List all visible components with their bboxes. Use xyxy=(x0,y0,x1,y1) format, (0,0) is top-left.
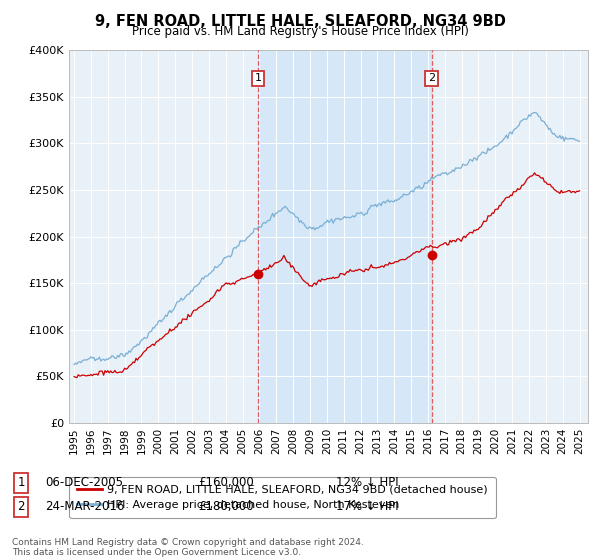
Text: 2: 2 xyxy=(17,500,25,514)
Text: 12% ↓ HPI: 12% ↓ HPI xyxy=(336,476,398,489)
Text: 2: 2 xyxy=(428,73,436,83)
Bar xyxy=(258,50,432,423)
Text: 1: 1 xyxy=(17,476,25,489)
Text: 24-MAR-2016: 24-MAR-2016 xyxy=(45,500,124,514)
Legend: 9, FEN ROAD, LITTLE HALE, SLEAFORD, NG34 9BD (detached house), HPI: Average pric: 9, FEN ROAD, LITTLE HALE, SLEAFORD, NG34… xyxy=(70,477,496,518)
Text: 9, FEN ROAD, LITTLE HALE, SLEAFORD, NG34 9BD: 9, FEN ROAD, LITTLE HALE, SLEAFORD, NG34… xyxy=(95,14,505,29)
Text: 17% ↓ HPI: 17% ↓ HPI xyxy=(336,500,398,514)
Text: 1: 1 xyxy=(254,73,262,83)
Text: £180,000: £180,000 xyxy=(198,500,254,514)
Text: Price paid vs. HM Land Registry's House Price Index (HPI): Price paid vs. HM Land Registry's House … xyxy=(131,25,469,38)
Text: Contains HM Land Registry data © Crown copyright and database right 2024.
This d: Contains HM Land Registry data © Crown c… xyxy=(12,538,364,557)
Text: 06-DEC-2005: 06-DEC-2005 xyxy=(45,476,123,489)
Text: £160,000: £160,000 xyxy=(198,476,254,489)
